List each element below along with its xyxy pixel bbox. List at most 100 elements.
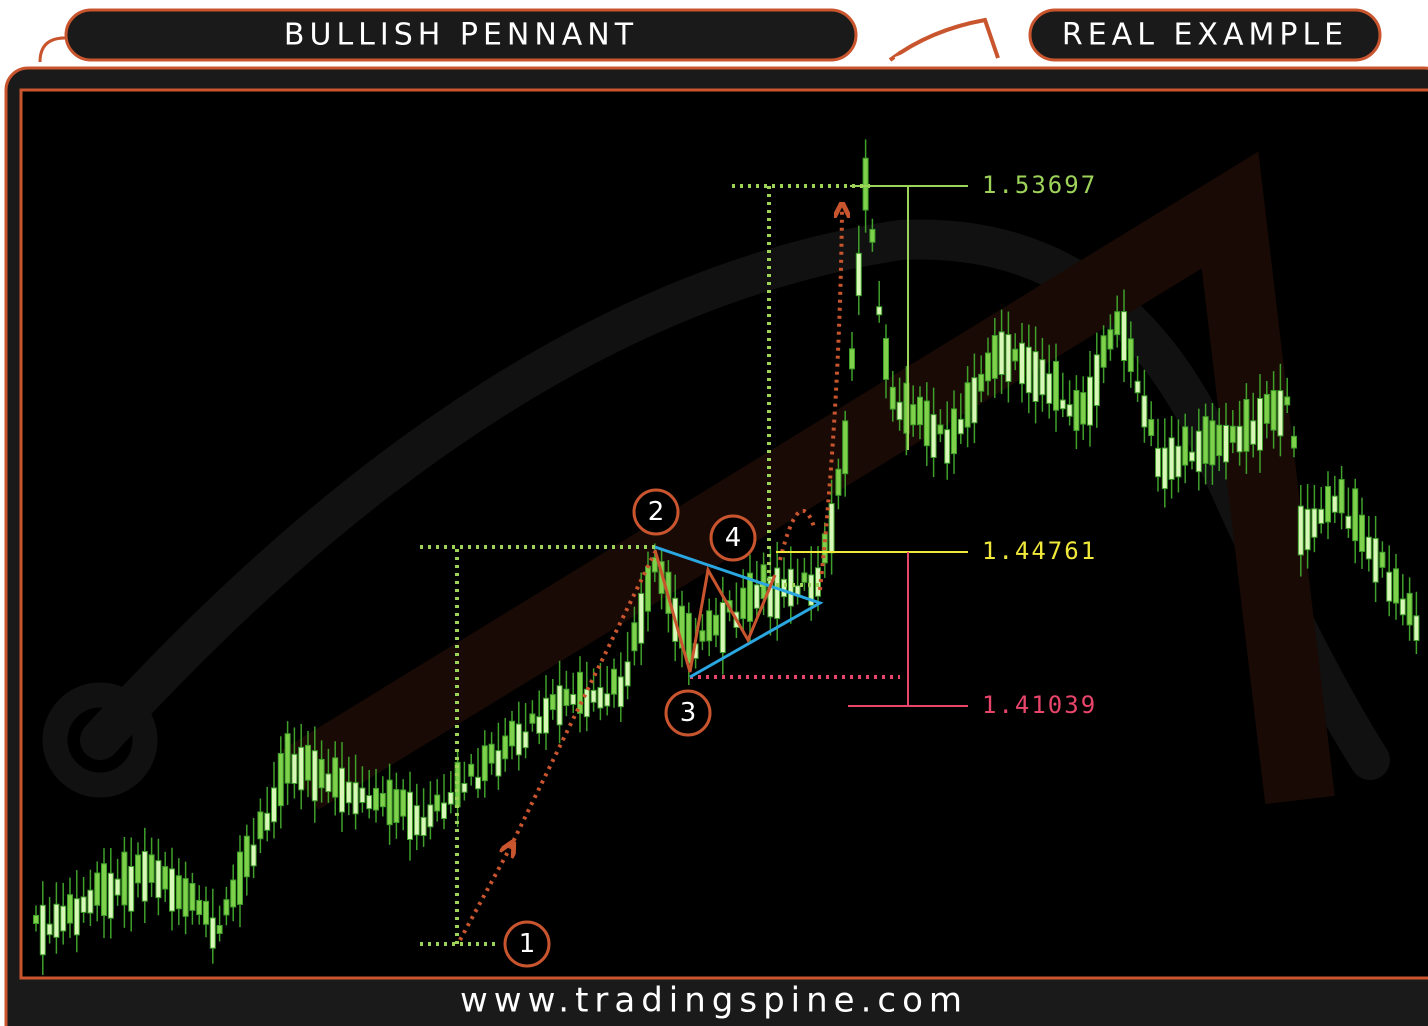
candle-body <box>788 569 793 606</box>
candle-body <box>714 615 719 635</box>
candle-body <box>639 593 644 643</box>
candle-body <box>360 788 365 802</box>
candle-body <box>1135 381 1140 392</box>
candle-body <box>217 925 222 933</box>
candle-body <box>414 806 419 835</box>
candle-body <box>197 900 202 914</box>
candle-body <box>1264 394 1269 423</box>
candle-body <box>1210 421 1215 465</box>
footer-url: www.tradingspine.com <box>460 981 968 1021</box>
candle-body <box>115 879 120 895</box>
candle-body <box>231 880 236 907</box>
candle-body <box>986 353 991 381</box>
candle-body <box>333 758 338 797</box>
candle-body <box>1298 506 1303 555</box>
candle-body <box>884 338 889 379</box>
candle-body <box>829 504 834 553</box>
candle-body <box>1156 448 1161 476</box>
candle-body <box>34 915 39 923</box>
point-label: 2 <box>648 497 665 527</box>
candle-body <box>1394 569 1399 603</box>
candle-body <box>945 430 950 464</box>
candle-body <box>292 754 297 783</box>
candle-body <box>612 669 617 694</box>
candle-body <box>1285 397 1290 405</box>
candle-body <box>1224 425 1229 462</box>
candle-body <box>1190 452 1195 461</box>
candle-body <box>1040 360 1045 395</box>
candle-body <box>1258 398 1263 450</box>
candle-body <box>1407 593 1412 624</box>
candle-body <box>149 855 154 883</box>
candle-body <box>1033 352 1038 402</box>
candle-body <box>258 812 263 839</box>
candle-body <box>952 409 957 454</box>
candle-body <box>843 421 848 474</box>
candle-body <box>863 158 868 210</box>
candle-body <box>537 717 542 734</box>
candle-body <box>455 762 460 806</box>
candle-body <box>1217 425 1222 455</box>
candle-body <box>1149 420 1154 436</box>
candle-body <box>557 686 562 725</box>
candle-body <box>802 573 807 582</box>
candle-body <box>285 734 290 783</box>
candle-body <box>584 689 589 716</box>
candle-body <box>1108 330 1113 349</box>
candle-body <box>1094 355 1099 406</box>
candle-body <box>836 469 841 495</box>
candle-body <box>958 419 963 433</box>
candle-body <box>74 899 79 935</box>
candle-body <box>176 876 181 909</box>
candle-body <box>469 764 474 776</box>
candle-body <box>605 694 610 706</box>
candle-body <box>877 307 882 315</box>
candle-body <box>1047 374 1052 404</box>
tab-label: REAL EXAMPLE <box>1062 18 1348 53</box>
candle-body <box>428 805 433 827</box>
candle-body <box>380 793 385 806</box>
candle-body <box>142 851 147 901</box>
candle-body <box>190 883 195 910</box>
point-label: 3 <box>680 698 697 728</box>
candle-body <box>523 732 528 748</box>
candle-body <box>136 855 141 883</box>
title: BULLISH PENNANT <box>284 18 638 53</box>
candle-body <box>1373 538 1378 582</box>
candle-body <box>1020 343 1025 384</box>
candle-body <box>571 694 576 704</box>
candle-body <box>1128 339 1133 372</box>
candle-body <box>156 861 161 898</box>
candle-body <box>1074 390 1079 430</box>
candle-body <box>61 906 66 931</box>
candle-body <box>387 780 392 825</box>
candle-body <box>1122 312 1127 361</box>
candle-body <box>367 796 372 809</box>
candle-body <box>897 402 902 419</box>
candle-body <box>482 746 487 781</box>
candle-body <box>408 792 413 839</box>
candle-body <box>918 397 923 424</box>
point-label: 1 <box>519 929 536 959</box>
candle-body <box>931 415 936 458</box>
candle-body <box>503 736 508 759</box>
candle-body <box>47 924 52 935</box>
candle-body <box>81 897 86 912</box>
candle-body <box>1251 421 1256 444</box>
candle-body <box>598 688 603 708</box>
candle-body <box>374 788 379 810</box>
candle-body <box>1196 431 1201 471</box>
candle-body <box>88 890 93 913</box>
candle-body <box>686 613 691 663</box>
candle-body <box>972 378 977 423</box>
candle-body <box>1380 552 1385 567</box>
candle-body <box>353 783 358 814</box>
candle-body <box>707 611 712 641</box>
candle-body <box>782 579 787 596</box>
candle-body <box>754 585 759 608</box>
candle-body <box>102 864 107 916</box>
candle-body <box>1101 336 1106 368</box>
candle-body <box>850 349 855 369</box>
candle-body <box>1081 393 1086 424</box>
candle-body <box>122 852 127 905</box>
